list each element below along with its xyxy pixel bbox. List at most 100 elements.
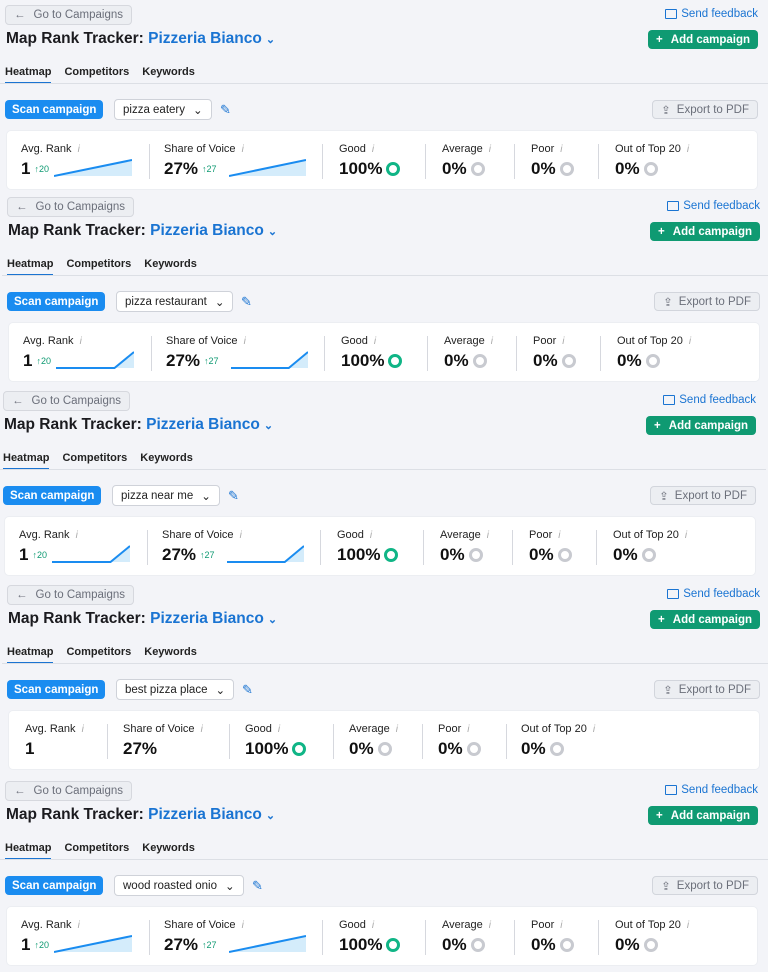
info-icon[interactable]: i: [241, 920, 244, 931]
info-icon[interactable]: i: [686, 920, 690, 931]
add-campaign-button[interactable]: + Add campaign: [650, 222, 760, 241]
go-to-campaigns-button[interactable]: ← Go to Campaigns: [7, 197, 134, 217]
info-icon[interactable]: i: [77, 144, 80, 155]
tab-competitors[interactable]: Competitors: [64, 842, 130, 854]
metric-poor: Poor i 0%: [529, 529, 572, 569]
add-campaign-button[interactable]: + Add campaign: [646, 416, 756, 435]
info-icon[interactable]: i: [75, 530, 78, 541]
info-icon[interactable]: i: [684, 530, 688, 541]
go-to-campaigns-button[interactable]: ← Go to Campaigns: [5, 781, 132, 801]
title-prefix: Map Rank Tracker:: [6, 806, 144, 823]
edit-pencil-icon[interactable]: ✎: [241, 294, 252, 309]
tab-keywords[interactable]: Keywords: [144, 258, 197, 270]
business-selector[interactable]: Pizzeria Bianco: [146, 416, 260, 433]
go-to-campaigns-button[interactable]: ← Go to Campaigns: [3, 391, 130, 411]
export-pdf-button[interactable]: ⇪ Export to PDF: [652, 876, 758, 895]
keyword-select[interactable]: pizza near me ⌄: [112, 485, 220, 506]
info-icon[interactable]: i: [558, 530, 561, 541]
send-feedback-link[interactable]: Send feedback: [667, 588, 760, 600]
send-feedback-link[interactable]: Send feedback: [667, 200, 760, 212]
info-icon[interactable]: i: [688, 336, 692, 347]
tab-heatmap[interactable]: Heatmap: [7, 258, 54, 276]
info-icon[interactable]: i: [79, 336, 82, 347]
edit-pencil-icon[interactable]: ✎: [220, 102, 231, 117]
info-icon[interactable]: i: [369, 530, 373, 541]
go-to-campaigns-button[interactable]: ← Go to Campaigns: [5, 5, 132, 25]
tab-keywords[interactable]: Keywords: [144, 646, 197, 658]
keyword-select[interactable]: wood roasted onio ⌄: [114, 875, 244, 896]
tab-heatmap[interactable]: Heatmap: [7, 646, 54, 664]
export-pdf-button[interactable]: ⇪ Export to PDF: [654, 680, 760, 699]
keyword-select[interactable]: best pizza place ⌄: [116, 679, 235, 700]
scan-campaign-button[interactable]: Scan campaign: [3, 486, 102, 505]
info-icon[interactable]: i: [490, 336, 494, 347]
edit-pencil-icon[interactable]: ✎: [242, 682, 253, 697]
info-icon[interactable]: i: [243, 336, 246, 347]
scan-campaign-button[interactable]: Scan campaign: [7, 680, 106, 699]
chevron-down-icon[interactable]: ⌄: [265, 810, 276, 822]
tab-keywords[interactable]: Keywords: [142, 66, 195, 78]
export-pdf-button[interactable]: ⇪ Export to PDF: [654, 292, 760, 311]
info-icon[interactable]: i: [371, 920, 375, 931]
edit-pencil-icon[interactable]: ✎: [252, 878, 263, 893]
tab-keywords[interactable]: Keywords: [140, 452, 193, 464]
keyword-select[interactable]: pizza restaurant ⌄: [116, 291, 234, 312]
info-icon[interactable]: i: [486, 530, 490, 541]
info-icon[interactable]: i: [371, 144, 375, 155]
tab-competitors[interactable]: Competitors: [66, 646, 132, 658]
tab-heatmap[interactable]: Heatmap: [5, 66, 52, 84]
export-pdf-button[interactable]: ⇪ Export to PDF: [652, 100, 758, 119]
chevron-down-icon[interactable]: ⌄: [263, 420, 274, 432]
metric-label-text: Average: [349, 723, 390, 735]
add-campaign-button[interactable]: + Add campaign: [650, 610, 760, 629]
metric-value-text: 0%: [442, 159, 467, 178]
tab-heatmap[interactable]: Heatmap: [3, 452, 50, 470]
info-icon[interactable]: i: [686, 144, 690, 155]
send-feedback-link[interactable]: Send feedback: [663, 394, 756, 406]
chevron-down-icon[interactable]: ⌄: [267, 614, 278, 626]
info-icon[interactable]: i: [560, 144, 563, 155]
info-icon[interactable]: i: [81, 724, 84, 735]
donut-icon: [466, 742, 481, 756]
donut-icon: [557, 548, 572, 562]
info-icon[interactable]: i: [488, 920, 492, 931]
add-campaign-button[interactable]: + Add campaign: [648, 30, 758, 49]
info-icon[interactable]: i: [560, 920, 563, 931]
tab-competitors[interactable]: Competitors: [66, 258, 132, 270]
info-icon[interactable]: i: [562, 336, 565, 347]
tab-competitors[interactable]: Competitors: [62, 452, 128, 464]
info-icon[interactable]: i: [200, 724, 203, 735]
business-selector[interactable]: Pizzeria Bianco: [148, 30, 262, 47]
business-selector[interactable]: Pizzeria Bianco: [150, 610, 264, 627]
send-feedback-link[interactable]: Send feedback: [665, 8, 758, 20]
metric-value-text: 1: [21, 159, 31, 178]
info-icon[interactable]: i: [395, 724, 399, 735]
go-to-campaigns-button[interactable]: ← Go to Campaigns: [7, 585, 134, 605]
edit-pencil-icon[interactable]: ✎: [228, 488, 239, 503]
scan-campaign-button[interactable]: Scan campaign: [5, 876, 104, 895]
chevron-down-icon[interactable]: ⌄: [265, 34, 276, 46]
metric-value: 0%: [521, 739, 595, 759]
keyword-select[interactable]: pizza eatery ⌄: [114, 99, 212, 120]
tab-keywords[interactable]: Keywords: [142, 842, 195, 854]
info-icon[interactable]: i: [488, 144, 492, 155]
info-icon[interactable]: i: [467, 724, 470, 735]
business-selector[interactable]: Pizzeria Bianco: [150, 222, 264, 239]
info-icon[interactable]: i: [239, 530, 242, 541]
scan-campaign-button[interactable]: Scan campaign: [5, 100, 104, 119]
metric-label-text: Good: [337, 529, 364, 541]
info-icon[interactable]: i: [241, 144, 244, 155]
export-pdf-button[interactable]: ⇪ Export to PDF: [650, 486, 756, 505]
info-icon[interactable]: i: [373, 336, 377, 347]
business-selector[interactable]: Pizzeria Bianco: [148, 806, 262, 823]
send-feedback-link[interactable]: Send feedback: [665, 784, 758, 796]
tab-heatmap[interactable]: Heatmap: [5, 842, 52, 860]
info-icon[interactable]: i: [277, 724, 281, 735]
info-icon[interactable]: i: [592, 724, 596, 735]
metric-avg-rank: Avg. Rank i 1 ↑20: [19, 529, 78, 569]
chevron-down-icon[interactable]: ⌄: [267, 226, 278, 238]
scan-campaign-button[interactable]: Scan campaign: [7, 292, 106, 311]
info-icon[interactable]: i: [77, 920, 80, 931]
tab-competitors[interactable]: Competitors: [64, 66, 130, 78]
add-campaign-button[interactable]: + Add campaign: [648, 806, 758, 825]
